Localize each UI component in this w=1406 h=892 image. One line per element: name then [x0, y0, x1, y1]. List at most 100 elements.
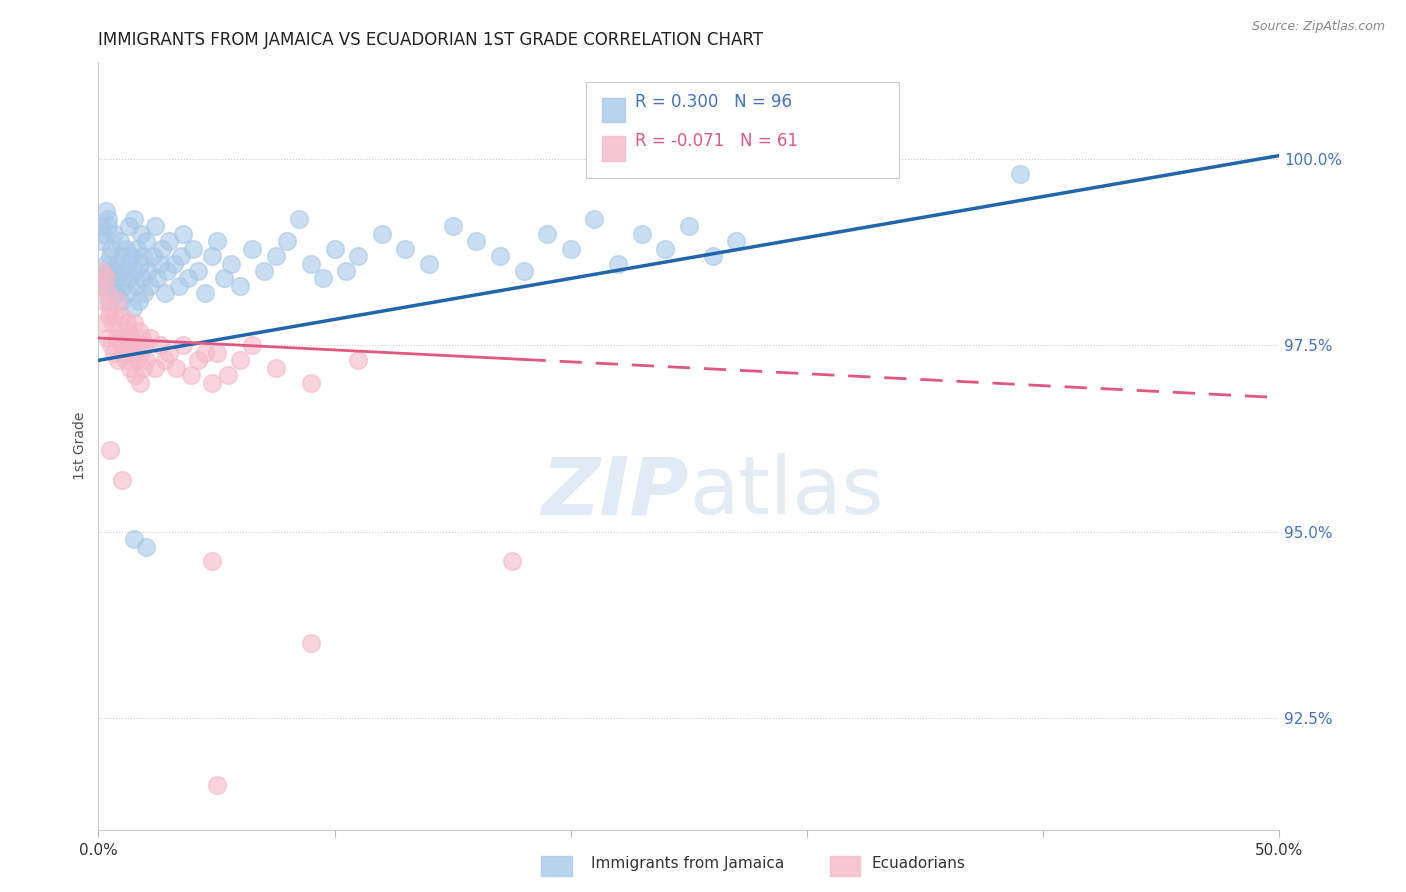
- Point: [97, 211, 120, 226]
- Point: [103, 346, 125, 360]
- Point: [143, 360, 166, 375]
- Point: [122, 532, 145, 546]
- Point: [134, 338, 156, 352]
- Point: [103, 227, 125, 241]
- Point: [150, 242, 173, 256]
- Point: [125, 278, 148, 293]
- Point: [201, 249, 224, 263]
- Point: [121, 301, 143, 316]
- Point: [128, 376, 150, 390]
- Point: [94, 204, 117, 219]
- Point: [347, 353, 370, 368]
- Point: [97, 219, 120, 234]
- Point: [229, 353, 252, 368]
- Point: [134, 286, 156, 301]
- Point: [167, 278, 190, 293]
- Point: [101, 316, 124, 330]
- Point: [135, 540, 157, 554]
- Point: [135, 353, 157, 368]
- Point: [156, 264, 179, 278]
- Point: [124, 368, 146, 383]
- Point: [219, 256, 242, 270]
- Point: [205, 346, 228, 360]
- Point: [98, 309, 121, 323]
- Point: [217, 368, 239, 383]
- Point: [187, 353, 209, 368]
- Point: [94, 271, 117, 285]
- Point: [108, 324, 131, 338]
- Point: [131, 271, 153, 285]
- Point: [90, 278, 112, 293]
- Point: [149, 256, 172, 270]
- Point: [115, 286, 138, 301]
- Point: [170, 249, 193, 263]
- Point: [157, 234, 180, 248]
- Point: [127, 242, 149, 256]
- Point: [111, 309, 134, 323]
- Point: [128, 293, 150, 308]
- Point: [299, 256, 322, 270]
- Point: [229, 278, 252, 293]
- Point: [91, 293, 114, 308]
- Point: [157, 346, 180, 360]
- Point: [128, 256, 150, 270]
- Point: [107, 271, 129, 285]
- Point: [149, 338, 172, 352]
- Y-axis label: 1st Grade: 1st Grade: [73, 412, 87, 480]
- Point: [90, 219, 112, 234]
- Text: Immigrants from Jamaica: Immigrants from Jamaica: [591, 856, 783, 871]
- Point: [177, 271, 200, 285]
- Point: [253, 264, 276, 278]
- Point: [98, 293, 121, 308]
- Point: [118, 219, 141, 234]
- Point: [172, 227, 194, 241]
- Point: [394, 242, 416, 256]
- Text: IMMIGRANTS FROM JAMAICA VS ECUADORIAN 1ST GRADE CORRELATION CHART: IMMIGRANTS FROM JAMAICA VS ECUADORIAN 1S…: [98, 31, 763, 49]
- Point: [98, 301, 121, 316]
- Point: [240, 338, 263, 352]
- Point: [112, 331, 135, 345]
- Point: [94, 256, 117, 270]
- Text: R = 0.300   N = 96: R = 0.300 N = 96: [634, 94, 792, 112]
- Point: [111, 249, 134, 263]
- Point: [132, 249, 155, 263]
- Text: Source: ZipAtlas.com: Source: ZipAtlas.com: [1251, 20, 1385, 33]
- Point: [114, 242, 136, 256]
- Point: [105, 256, 128, 270]
- Point: [104, 264, 127, 278]
- Point: [146, 271, 169, 285]
- Point: [98, 442, 121, 457]
- Point: [288, 211, 311, 226]
- Point: [187, 264, 209, 278]
- Point: [139, 331, 162, 345]
- Point: [347, 249, 370, 263]
- Point: [654, 242, 676, 256]
- Point: [101, 278, 124, 293]
- FancyBboxPatch shape: [586, 81, 900, 178]
- Point: [501, 554, 523, 568]
- Point: [120, 360, 142, 375]
- Point: [105, 293, 128, 308]
- Point: [96, 331, 118, 345]
- Point: [105, 331, 128, 345]
- Bar: [602, 136, 626, 161]
- Point: [465, 234, 488, 248]
- Point: [122, 316, 145, 330]
- Point: [131, 331, 153, 345]
- Point: [312, 271, 335, 285]
- Bar: [602, 98, 626, 122]
- Point: [127, 353, 149, 368]
- Point: [121, 331, 143, 345]
- Point: [125, 338, 148, 352]
- Point: [163, 256, 186, 270]
- Point: [441, 219, 464, 234]
- Point: [323, 242, 346, 256]
- Point: [97, 286, 120, 301]
- Point: [205, 778, 228, 792]
- Point: [91, 227, 114, 241]
- Point: [115, 316, 138, 330]
- Point: [120, 271, 142, 285]
- Point: [181, 242, 204, 256]
- Point: [240, 242, 263, 256]
- Point: [201, 376, 224, 390]
